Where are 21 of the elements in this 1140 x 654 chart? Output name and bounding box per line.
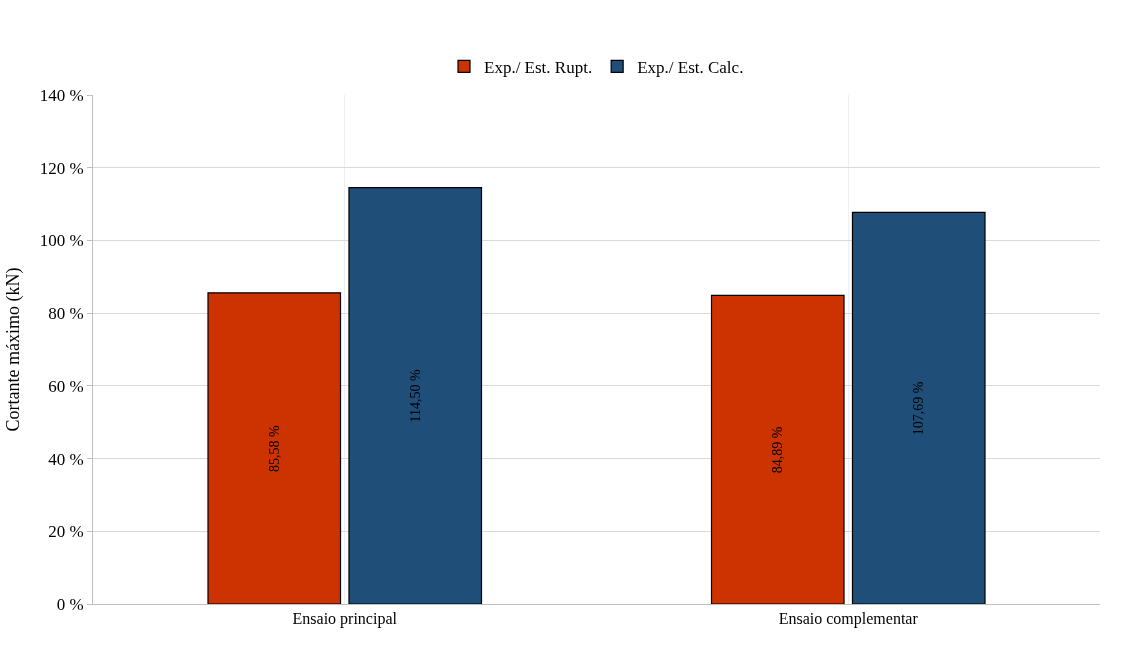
y-tick-label: 20 % <box>48 522 84 542</box>
y-tick-label: 80 % <box>48 304 84 324</box>
legend-label: Exp./ Est. Calc. <box>637 58 744 77</box>
bar <box>851 211 986 604</box>
data-label: 84,89 % <box>770 426 786 474</box>
y-tick-label: 120 % <box>39 158 84 178</box>
bar <box>710 294 845 604</box>
data-label: 107,69 % <box>911 381 927 436</box>
y-tick-label: 140 % <box>39 85 84 105</box>
y-tick-label: 60 % <box>48 376 84 396</box>
y-tick-label: 100 % <box>39 231 84 251</box>
y-tick-label: 40 % <box>48 449 84 469</box>
y-axis-title: Cortante máximo (kN) <box>2 267 24 432</box>
data-label: 114,50 % <box>407 369 423 423</box>
x-tick-label: Ensaio complementar <box>778 610 919 629</box>
bar <box>207 292 342 604</box>
y-tick-label: 0 % <box>56 594 84 614</box>
legend-label: Exp./ Est. Rupt. <box>484 58 593 77</box>
x-tick-label: Ensaio principal <box>292 610 398 629</box>
data-label: 85,58 % <box>266 424 282 472</box>
bar <box>348 187 483 604</box>
